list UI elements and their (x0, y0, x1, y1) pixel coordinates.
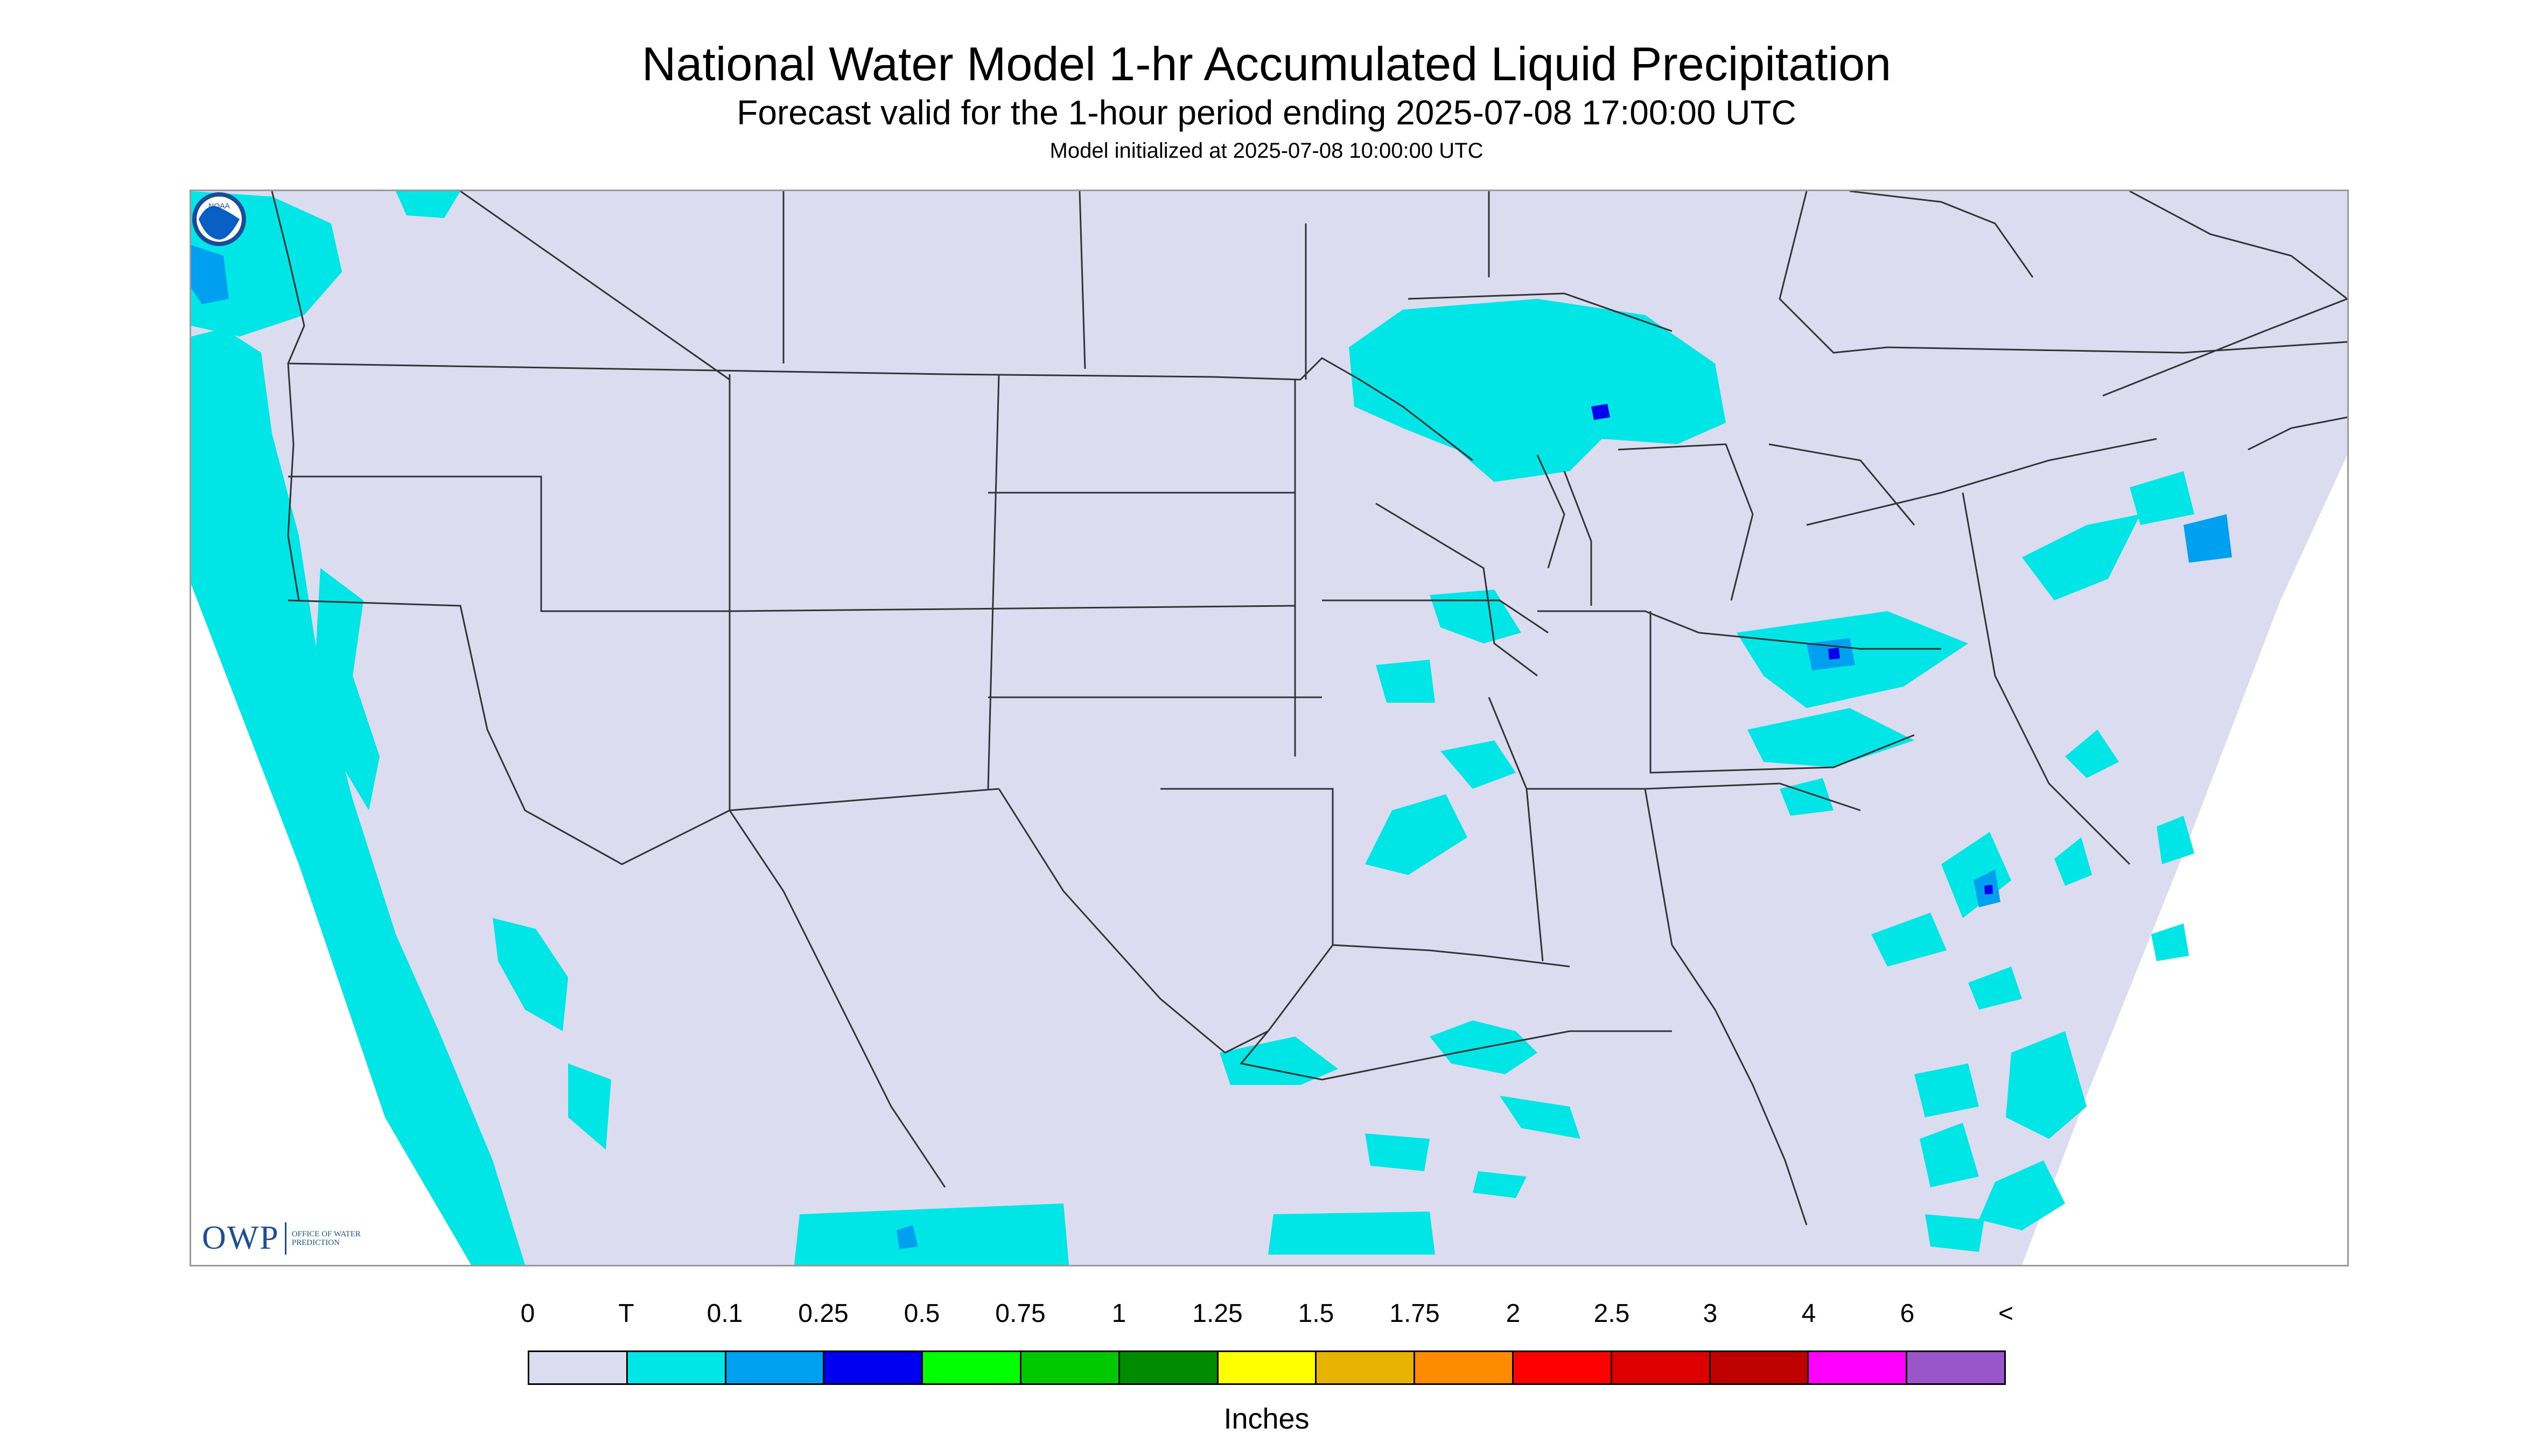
precip-heavy-areas (1591, 404, 1993, 894)
noaa-logo: NOAA (192, 192, 246, 246)
legend-tick-label: 2 (1506, 1299, 1521, 1328)
legend-tick-label: 0.75 (995, 1299, 1046, 1328)
boundary-lines (271, 191, 2347, 1226)
map-canvas (191, 191, 2347, 1265)
map-title: National Water Model 1-hr Accumulated Li… (641, 37, 1892, 90)
legend-tick-label: 0.5 (904, 1299, 940, 1328)
legend-swatch (726, 1352, 825, 1383)
legend-tick-label: 1 (1111, 1299, 1126, 1328)
precip-light-areas (191, 245, 2232, 1249)
legend-tick-label: 0.1 (706, 1299, 743, 1328)
legend-tick-label: 6 (1900, 1299, 1915, 1328)
legend-units: Inches (1223, 1403, 1310, 1435)
legend-swatch (1513, 1352, 1612, 1383)
precip-trace-areas (191, 191, 2194, 1265)
legend-swatch (1710, 1352, 1809, 1383)
legend-swatch (1021, 1352, 1120, 1383)
noaa-logo-bird (199, 206, 240, 240)
legend-swatch (923, 1352, 1021, 1383)
legend-tick-label: 3 (1703, 1299, 1718, 1328)
precipitation-map: OWP OFFICE OF WATER PREDICTION NOAA (190, 190, 2349, 1266)
legend-swatch (1612, 1352, 1711, 1383)
legend-swatch (1809, 1352, 1908, 1383)
legend-tick-label: T (618, 1299, 634, 1328)
map-subtitle: Forecast valid for the 1-hour period end… (737, 93, 1796, 132)
owp-logo-divider (284, 1222, 286, 1255)
legend-swatch (1415, 1352, 1514, 1383)
legend-tick-labels: 0 T 0.1 0.25 0.5 0.75 1 1.25 1.5 1.75 2 2.5 3 4 6 < (512, 1299, 2019, 1331)
owp-logo-letters: OWP (202, 1220, 279, 1256)
legend-swatch (529, 1352, 628, 1383)
owp-logo-words: OFFICE OF WATER PREDICTION (291, 1229, 361, 1247)
legend-tick-label: 1.5 (1298, 1299, 1334, 1328)
legend-swatch (1317, 1352, 1416, 1383)
legend-swatch (1907, 1352, 2004, 1383)
legend-swatch (824, 1352, 923, 1383)
model-init-line: Model initialized at 2025-07-08 10:00:00… (1049, 139, 1484, 163)
legend-tick-label: 1.25 (1192, 1299, 1243, 1328)
owp-logo: OWP OFFICE OF WATER PREDICTION (202, 1219, 362, 1257)
legend-swatch (1218, 1352, 1317, 1383)
legend-swatch (1119, 1352, 1219, 1383)
legend-swatch (627, 1352, 726, 1383)
legend-tick-label: 4 (1801, 1299, 1816, 1328)
legend-tick-label: 0 (520, 1299, 535, 1328)
legend-tick-label: < (1998, 1299, 2014, 1328)
legend-tick-label: 0.25 (798, 1299, 849, 1328)
noaa-logo-text: NOAA (208, 201, 230, 210)
legend-tick-label: 2.5 (1593, 1299, 1630, 1328)
legend-tick-label: 1.75 (1389, 1299, 1440, 1328)
legend-color-bar (528, 1350, 2006, 1385)
